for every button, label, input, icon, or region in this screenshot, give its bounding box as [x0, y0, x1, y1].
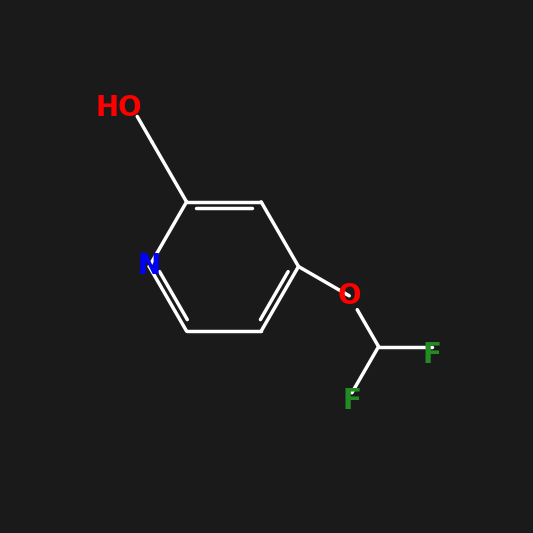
- Text: F: F: [423, 341, 441, 369]
- Text: O: O: [337, 282, 361, 310]
- Text: N: N: [138, 253, 161, 280]
- Text: HO: HO: [95, 94, 142, 123]
- Text: F: F: [343, 387, 361, 415]
